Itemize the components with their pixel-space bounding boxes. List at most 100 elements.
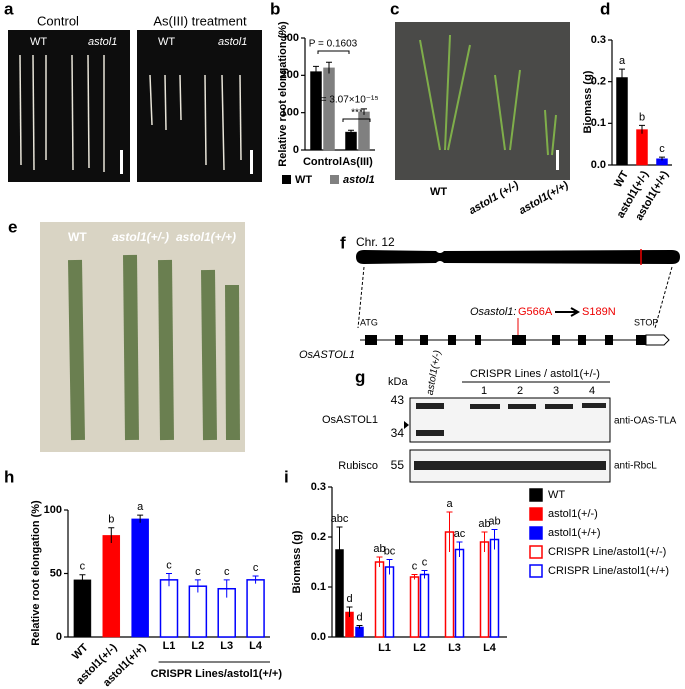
y-axis-label: Relative root elongation (%) (30, 500, 42, 646)
photo-caption: astol1(+/+) (517, 179, 571, 217)
y-tick-label: 0.0 (591, 159, 606, 171)
arrow (555, 307, 581, 317)
photo (137, 30, 262, 182)
significance-letter: c (166, 559, 172, 571)
error-bar (446, 511, 453, 552)
bands (414, 461, 606, 470)
lane-number: 2 (517, 385, 523, 397)
lane-number: 1 (481, 385, 487, 397)
lane-number: 4 (589, 385, 595, 397)
bands (416, 403, 606, 436)
y-tick-label: 200 (281, 69, 299, 81)
bracket (342, 118, 371, 122)
gene-label: STOP (634, 317, 658, 327)
allele-label: G566A (518, 306, 553, 318)
error-bar (108, 527, 115, 544)
x-tick-label: L3 (448, 642, 461, 654)
significance-letter: b (639, 111, 645, 123)
y-axis-label: Biomass (g) (582, 70, 594, 133)
bar (489, 538, 500, 638)
panel-label: e (8, 217, 17, 236)
error-bar (166, 573, 172, 587)
error-bar (411, 574, 418, 580)
bar (636, 129, 648, 166)
x-tick-label: As(III) (342, 156, 373, 168)
exons (365, 335, 646, 345)
significance-letter: c (80, 561, 86, 573)
legend-label: astol1(+/+) (548, 527, 601, 539)
y-tick-label: 0.2 (591, 76, 606, 88)
gene-label: ATG (360, 317, 378, 327)
panel-label: h (4, 467, 14, 486)
bar (616, 77, 628, 166)
y-axis-label: Biomass (g) (291, 530, 303, 593)
lane-number: 3 (553, 385, 559, 397)
panel-label: f (340, 233, 346, 252)
legend-swatch (529, 526, 543, 540)
error-bar (421, 570, 428, 579)
y-tick-label: 100 (281, 107, 299, 119)
significance-letter: c (422, 556, 428, 568)
significance-letter: c (659, 143, 665, 155)
error-bar (639, 124, 645, 134)
bar (345, 131, 357, 151)
y-tick-label: 0 (56, 631, 62, 643)
photo-caption: astol1 (+/-) (467, 179, 521, 217)
photo-title: Control (37, 13, 79, 28)
y-tick-label: 0.1 (311, 581, 326, 593)
legend-swatch (529, 564, 543, 578)
panel-label: c (390, 0, 399, 18)
panel-label: d (600, 0, 610, 18)
antibody: anti-OAS-TLA (614, 416, 677, 427)
x-tick-label: WT (612, 169, 631, 190)
lane-label: astol1(+/-) (425, 349, 444, 396)
error-bar (194, 579, 201, 593)
photo-caption: astol1(+/+) (176, 230, 236, 244)
panel-label: a (4, 0, 14, 18)
bar (384, 566, 395, 638)
error-bar (137, 514, 144, 523)
annotation: *** (351, 108, 363, 119)
bar (188, 585, 208, 638)
legend-swatch (282, 175, 291, 184)
zoom-line (357, 266, 365, 329)
y-tick-label: 50 (50, 567, 62, 579)
scale-bar (556, 150, 559, 170)
zoom-line (654, 266, 673, 329)
marker: 43 (391, 393, 405, 407)
utr (645, 334, 670, 346)
seedlings (19, 54, 242, 172)
antibody: anti-RbcL (614, 461, 657, 472)
error-bar (252, 575, 259, 584)
y-tick-label: 0.3 (311, 481, 326, 493)
significance-letter: d (346, 593, 352, 605)
chromosome (356, 250, 680, 264)
error-bar (361, 108, 367, 115)
photo-caption: astol1(+/-) (112, 230, 169, 244)
error-bar (348, 129, 354, 134)
error-bar (659, 156, 665, 161)
error-bar (481, 531, 488, 552)
significance-letter: a (446, 498, 453, 510)
photo-title: As(III) treatment (153, 13, 247, 28)
error-bar (376, 556, 383, 567)
y-tick-label: 0.0 (311, 631, 326, 643)
panel-label: g (355, 367, 365, 386)
panel-label: i (284, 467, 289, 486)
bar (374, 561, 385, 638)
legend-label: CRISPR Line/astol1(+/+) (548, 565, 669, 577)
legend-label: astol1 (343, 174, 375, 186)
y-tick-label: 100 (44, 504, 62, 516)
allele-label: Osastol1: (470, 306, 516, 318)
x-tick-label: WT (70, 641, 91, 662)
error-bar (313, 65, 319, 77)
plants (68, 254, 240, 441)
annotation: P = 3.07×10⁻¹⁵ (311, 95, 378, 106)
error-bar (619, 68, 625, 86)
y-axis-label: Relative root elongation (%) (277, 21, 289, 167)
group-label: CRISPR Lines/astol1(+/+) (151, 668, 283, 680)
error-bar (346, 606, 353, 617)
significance-letter: c (195, 566, 201, 578)
bar (73, 579, 92, 638)
annotation: P = 0.1603 (309, 39, 358, 50)
